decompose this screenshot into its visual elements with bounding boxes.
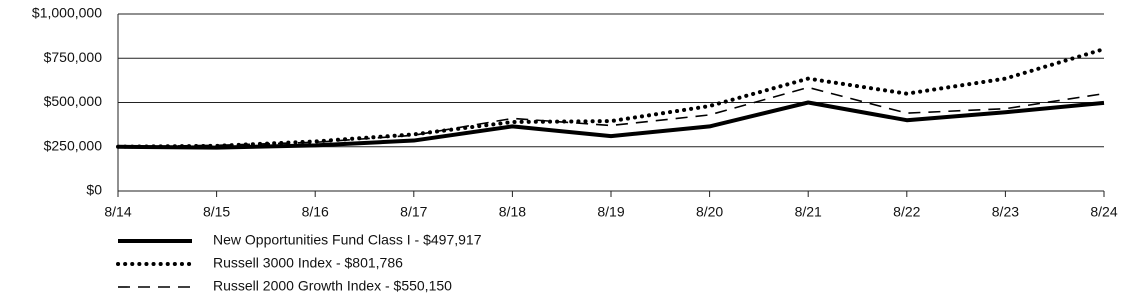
- y-tick-label: $1,000,000: [32, 5, 102, 21]
- legend-label: Russell 2000 Growth Index - $550,150: [213, 278, 452, 294]
- y-tick-label: $500,000: [44, 93, 103, 109]
- series-line: [117, 100, 1105, 150]
- x-tick-label: 8/14: [104, 204, 131, 220]
- series-line: [117, 86, 1105, 148]
- x-tick-label: 8/24: [1090, 204, 1117, 220]
- x-tick-label: 8/21: [795, 204, 822, 220]
- legend-label: Russell 3000 Index - $801,786: [213, 255, 403, 271]
- x-tick-label: 8/16: [302, 204, 329, 220]
- y-tick-label: $0: [86, 182, 102, 198]
- x-tick-label: 8/17: [400, 204, 427, 220]
- y-tick-label: $250,000: [44, 137, 103, 153]
- x-tick-label: 8/22: [893, 204, 920, 220]
- x-tick-label: 8/23: [992, 204, 1019, 220]
- x-tick-label: 8/18: [499, 204, 526, 220]
- x-tick-label: 8/19: [597, 204, 624, 220]
- legend-label: New Opportunities Fund Class I - $497,91…: [213, 232, 482, 248]
- series-line: [116, 47, 1106, 149]
- x-tick-label: 8/20: [696, 204, 723, 220]
- y-tick-label: $750,000: [44, 49, 103, 65]
- x-tick-label: 8/15: [203, 204, 230, 220]
